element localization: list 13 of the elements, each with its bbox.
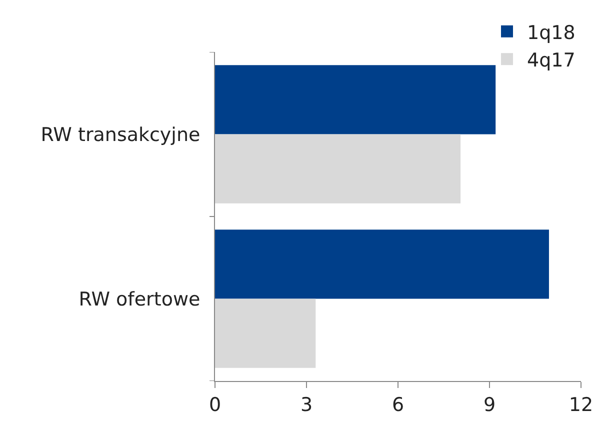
x-tick-label: 0 — [208, 394, 222, 416]
x-tick-label: 9 — [483, 394, 496, 416]
x-tick-label: 6 — [392, 394, 404, 416]
bar — [215, 134, 461, 204]
legend-label: 1q18 — [527, 22, 576, 44]
y-tick-label: RW ofertowe — [78, 288, 200, 310]
y-tick-label: RW transakcyjne — [40, 124, 200, 146]
legend-label: 4q17 — [527, 49, 576, 72]
x-tick-label: 3 — [300, 394, 313, 416]
x-tick-label: 12 — [568, 394, 594, 416]
bar — [215, 65, 496, 134]
bar — [215, 298, 316, 368]
bar — [215, 230, 549, 299]
